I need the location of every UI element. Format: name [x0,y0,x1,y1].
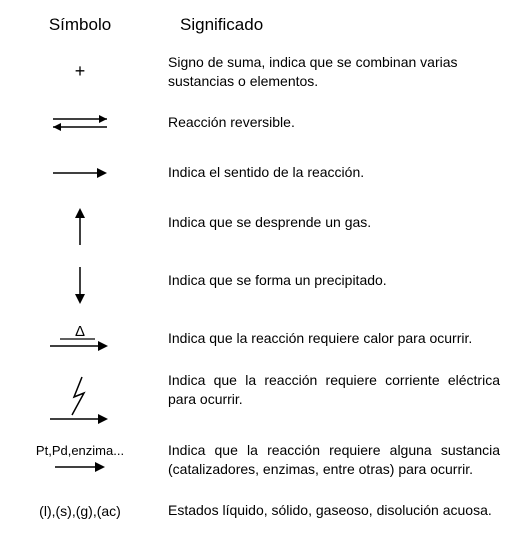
row-gas: Indica que se desprende un gas. [10,205,508,249]
header-symbol: Símbolo [10,15,150,35]
catalyst-arrow-icon [45,460,115,474]
symbol-gas [10,205,150,249]
row-electric: Indica que la reacción requiere corrient… [10,371,508,427]
symbol-catalyst: Pt,Pd,enzima... [10,441,150,477]
symbol-electric [10,371,150,427]
row-forward: Indica el sentido de la reacción. [10,155,508,191]
row-catalyst: Pt,Pd,enzima... Indica que la reacción r… [10,441,508,479]
meaning-catalyst: Indica que la reacción requiere alguna s… [150,441,508,479]
plus-icon: + [75,61,86,82]
symbol-plus: + [10,53,150,89]
meaning-electric: Indica que la reacción requiere corrient… [150,371,508,409]
meaning-states: Estados líquido, sólido, gaseoso, disolu… [150,493,508,529]
symbol-precipitate [10,263,150,307]
meaning-plus: Signo de suma, indica que se combinan va… [150,53,508,91]
down-arrow-icon [70,263,90,307]
up-arrow-icon [70,205,90,249]
header-meaning: Significado [150,15,508,35]
catalyst-label: Pt,Pd,enzima... [36,443,124,458]
symbol-states: (l),(s),(g),(ac) [10,493,150,529]
symbol-heat: Δ [10,321,150,357]
row-reversible: Reacción reversible. [10,105,508,141]
forward-arrow-icon [45,166,115,180]
states-text: (l),(s),(g),(ac) [39,503,121,519]
meaning-gas: Indica que se desprende un gas. [150,205,508,241]
meaning-reversible: Reacción reversible. [150,105,508,141]
row-heat: Δ Indica que la reacción requiere calor … [10,321,508,357]
meaning-precipitate: Indica que se forma un precipitado. [150,263,508,299]
header-row: Símbolo Significado [10,15,508,35]
symbol-reversible [10,105,150,141]
symbol-forward [10,155,150,191]
row-precipitate: Indica que se forma un precipitado. [10,263,508,307]
heat-arrow-icon: Δ [40,322,120,356]
reversible-arrow-icon [45,112,115,134]
electric-arrow-icon [40,371,120,427]
svg-text:Δ: Δ [75,323,85,340]
row-states: (l),(s),(g),(ac) Estados líquido, sólido… [10,493,508,529]
row-plus: + Signo de suma, indica que se combinan … [10,53,508,91]
meaning-forward: Indica el sentido de la reacción. [150,155,508,191]
meaning-heat: Indica que la reacción requiere calor pa… [150,321,508,357]
